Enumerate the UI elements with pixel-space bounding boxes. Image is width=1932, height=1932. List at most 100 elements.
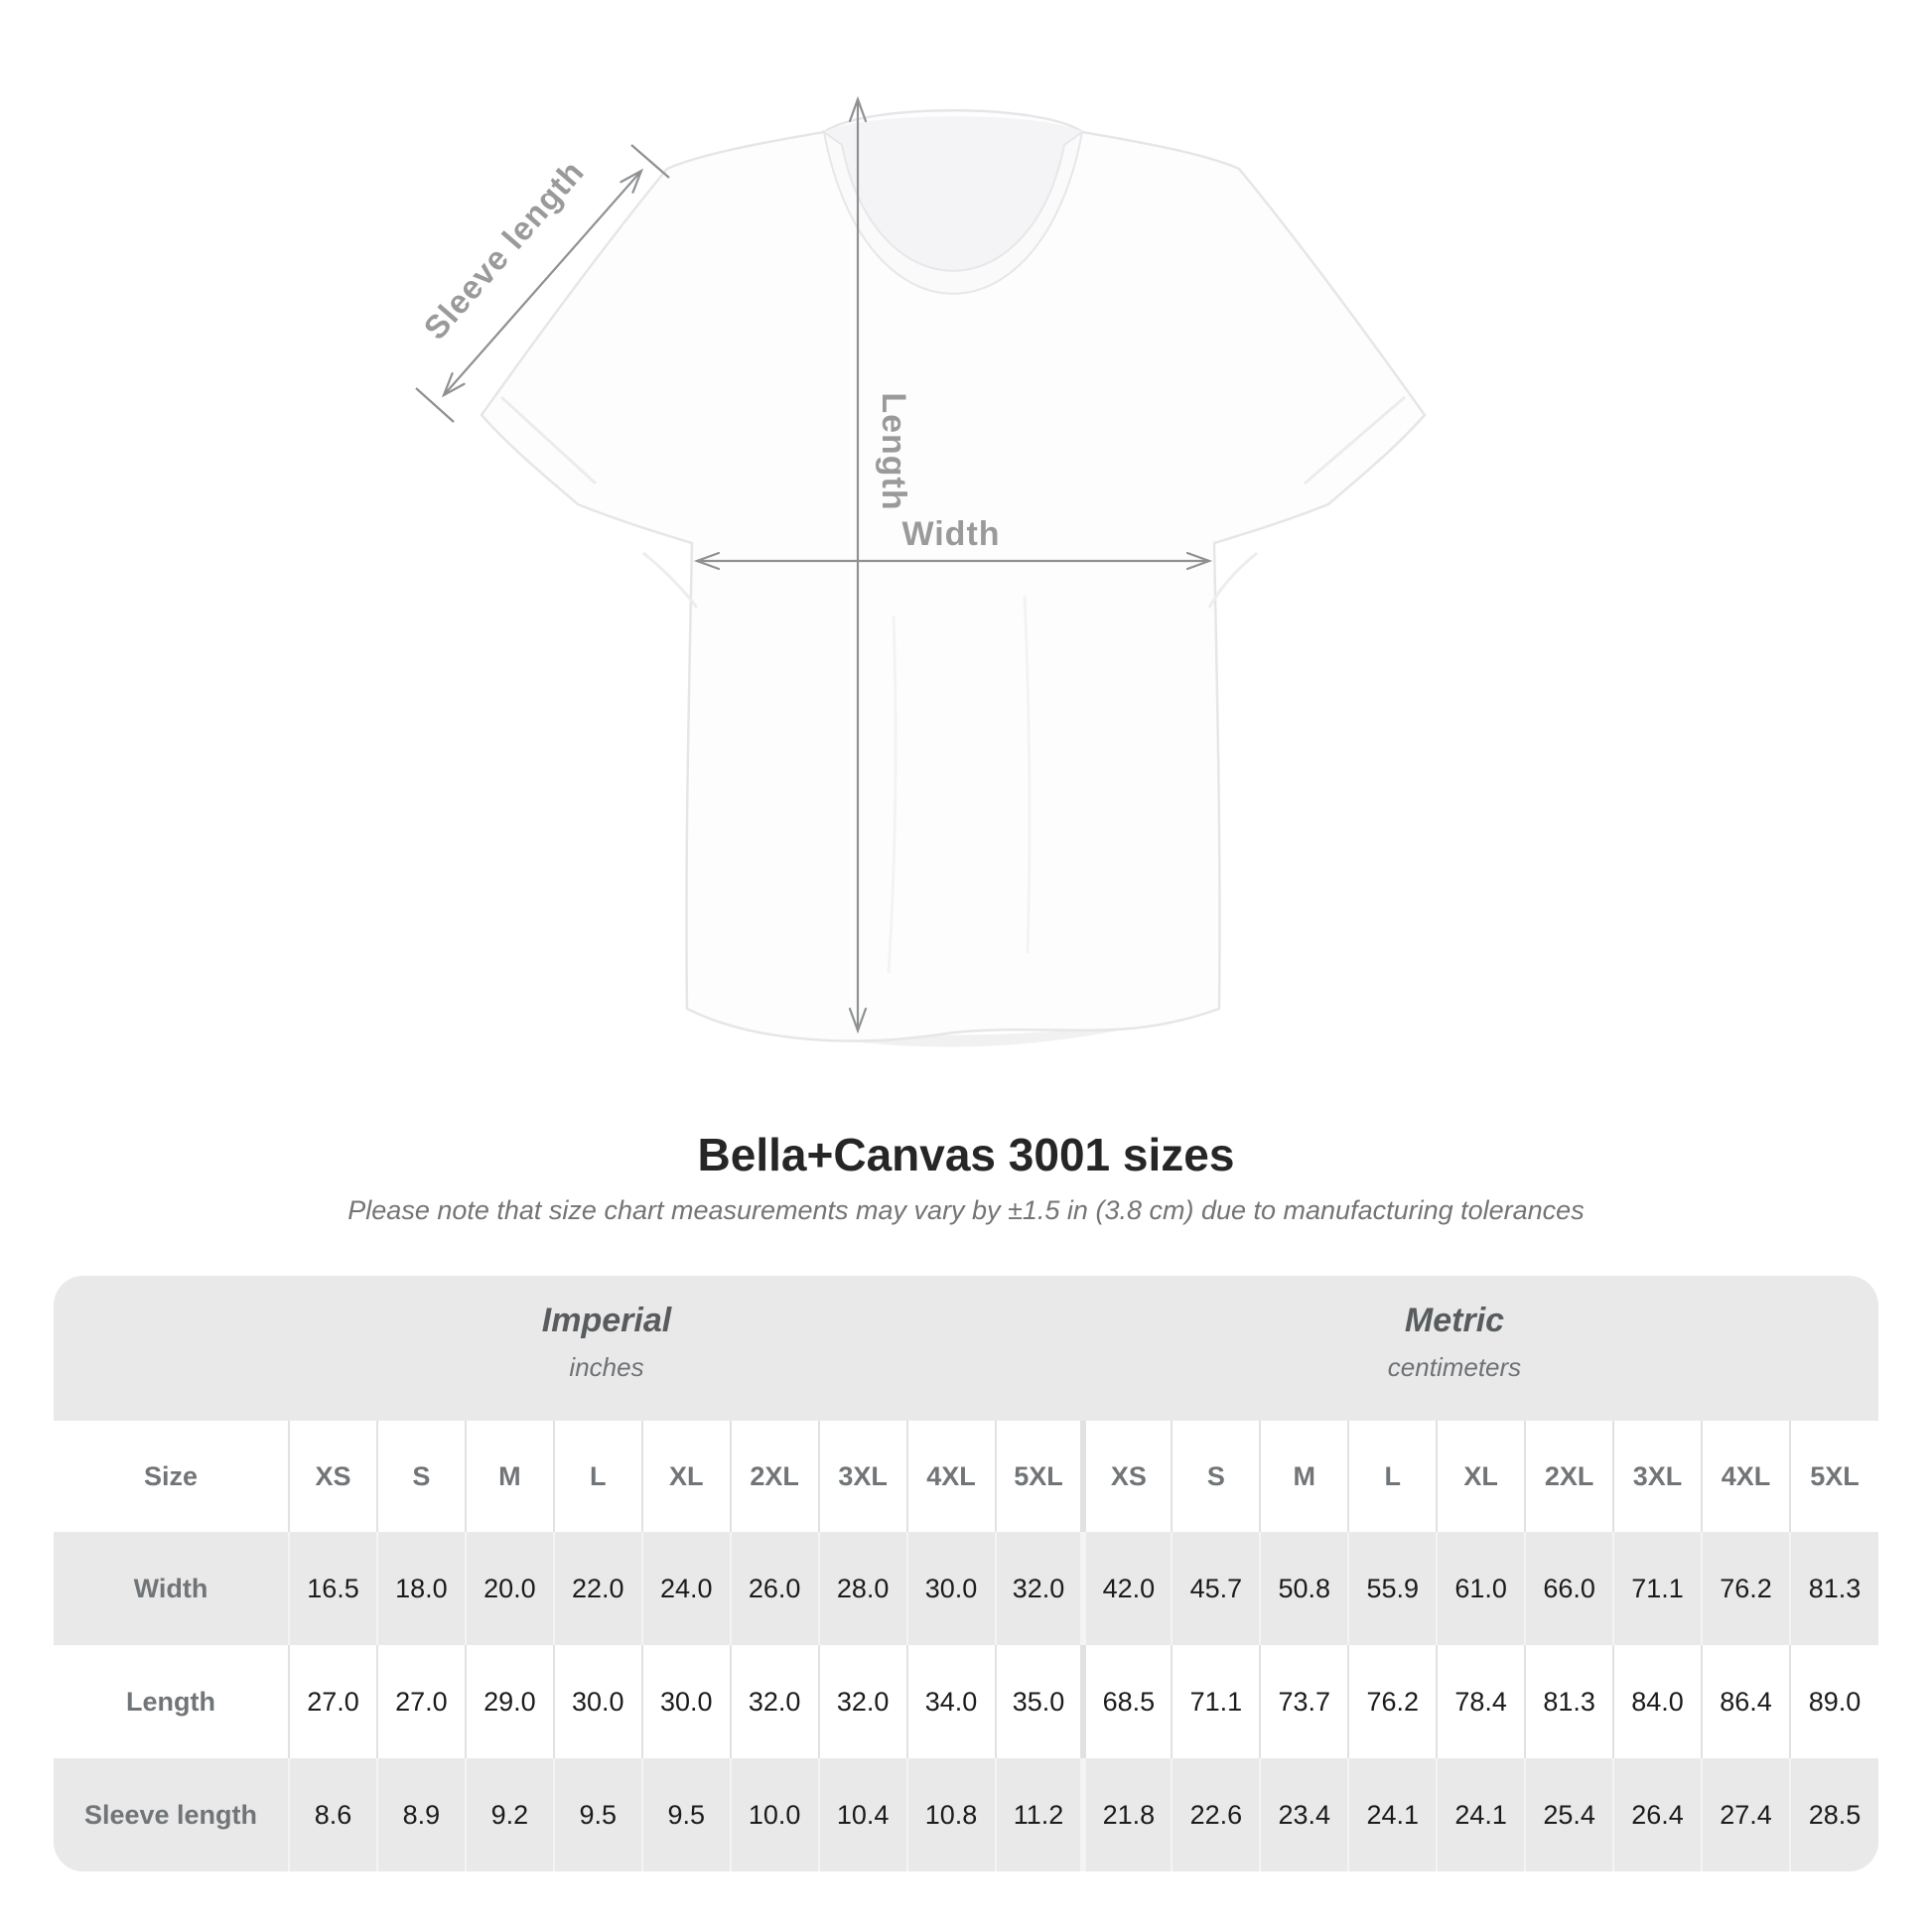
size-value-cell: 26.0 (729, 1532, 819, 1645)
sleeve-length-arrow (415, 144, 670, 423)
size-value-cell: 8.6 (288, 1758, 377, 1871)
size-value-cell: 86.4 (1701, 1645, 1790, 1758)
units-spacer (54, 1276, 183, 1421)
size-value-cell: 22.0 (552, 1532, 642, 1645)
size-value-cell: 9.2 (464, 1758, 554, 1871)
row-label: Width (54, 1532, 289, 1645)
size-value-cell: 9.5 (640, 1758, 731, 1871)
size-value-cell: 32.0 (729, 1645, 819, 1758)
size-value-cell: 30.0 (905, 1532, 996, 1645)
unit-group-imperial: Imperial inches (183, 1276, 1031, 1421)
size-value-cell: 73.7 (1259, 1645, 1349, 1758)
size-row-label: Size (54, 1421, 289, 1532)
size-value-cell: 84.0 (1612, 1645, 1702, 1758)
size-col-header: 4XL (1701, 1421, 1790, 1532)
size-col-header: XS (1080, 1421, 1173, 1532)
width-label: Width (901, 515, 1000, 553)
table-row-length: Length 27.0 27.0 29.0 30.0 30.0 32.0 32.… (54, 1645, 1878, 1758)
size-value-cell: 20.0 (464, 1532, 554, 1645)
size-value-cell: 55.9 (1347, 1532, 1438, 1645)
table-row-width: Width 16.5 18.0 20.0 22.0 24.0 26.0 28.0… (54, 1532, 1878, 1645)
size-col-header: 4XL (905, 1421, 996, 1532)
size-value-cell: 27.0 (375, 1645, 466, 1758)
unit-group-sublabel: inches (569, 1352, 644, 1382)
size-value-cell: 24.0 (640, 1532, 731, 1645)
page-subtitle: Please note that size chart measurements… (347, 1195, 1585, 1225)
size-value-cell: 28.5 (1788, 1758, 1878, 1871)
size-value-cell: 35.0 (994, 1645, 1084, 1758)
tshirt-graphic (480, 109, 1427, 1042)
size-col-header: 5XL (994, 1421, 1084, 1532)
size-col-header: 5XL (1788, 1421, 1878, 1532)
unit-group-metric: Metric centimeters (1031, 1276, 1878, 1421)
page-title: Bella+Canvas 3001 sizes (697, 1129, 1235, 1180)
size-value-cell: 25.4 (1524, 1758, 1614, 1871)
unit-group-sublabel: centimeters (1387, 1352, 1522, 1382)
size-col-header: S (1171, 1421, 1261, 1532)
size-col-header: XL (640, 1421, 731, 1532)
size-value-cell: 30.0 (552, 1645, 642, 1758)
size-value-cell: 71.1 (1612, 1532, 1702, 1645)
tshirt-size-diagram: Sleeve length Length Width (415, 95, 1427, 1047)
size-value-cell: 23.4 (1259, 1758, 1349, 1871)
size-value-cell: 76.2 (1701, 1532, 1790, 1645)
size-value-cell: 50.8 (1259, 1532, 1349, 1645)
table-row-sizes: Size XS S M L XL 2XL 3XL 4XL 5XL XS S M … (54, 1421, 1878, 1532)
size-value-cell: 10.8 (905, 1758, 996, 1871)
tshirt-figure: Sleeve length Length Width (415, 95, 1427, 1047)
size-col-header: XL (1436, 1421, 1526, 1532)
size-value-cell: 18.0 (375, 1532, 466, 1645)
size-value-cell: 27.0 (288, 1645, 377, 1758)
size-value-cell: 28.0 (817, 1532, 907, 1645)
size-col-header: S (375, 1421, 466, 1532)
size-value-cell: 26.4 (1612, 1758, 1702, 1871)
row-label: Length (54, 1645, 289, 1758)
size-value-cell: 16.5 (288, 1532, 377, 1645)
size-value-cell: 78.4 (1436, 1645, 1526, 1758)
size-value-cell: 81.3 (1788, 1532, 1878, 1645)
unit-group-label: Metric (1404, 1302, 1505, 1339)
units-header: Imperial inches Metric centimeters (54, 1276, 1878, 1421)
size-table: Size XS S M L XL 2XL 3XL 4XL 5XL XS S M … (54, 1421, 1878, 1871)
size-value-cell: 10.4 (817, 1758, 907, 1871)
size-value-cell: 61.0 (1436, 1532, 1526, 1645)
size-col-header: 3XL (1612, 1421, 1702, 1532)
size-col-header: 3XL (817, 1421, 907, 1532)
size-value-cell: 22.6 (1171, 1758, 1261, 1871)
size-value-cell: 8.9 (375, 1758, 466, 1871)
tshirt-collar (822, 129, 1084, 295)
unit-group-label: Imperial (541, 1302, 672, 1339)
size-value-cell: 9.5 (552, 1758, 642, 1871)
size-col-header: L (552, 1421, 642, 1532)
size-col-header: M (464, 1421, 554, 1532)
size-value-cell: 76.2 (1347, 1645, 1438, 1758)
table-row-sleeve-length: Sleeve length 8.6 8.9 9.2 9.5 9.5 10.0 1… (54, 1758, 1878, 1871)
size-col-header: M (1259, 1421, 1349, 1532)
size-value-cell: 24.1 (1436, 1758, 1526, 1871)
size-value-cell: 71.1 (1171, 1645, 1261, 1758)
size-value-cell: 89.0 (1788, 1645, 1878, 1758)
tshirt-seams (499, 395, 1406, 974)
size-value-cell: 10.0 (729, 1758, 819, 1871)
size-value-cell: 29.0 (464, 1645, 554, 1758)
size-col-header: L (1347, 1421, 1438, 1532)
size-chart: Imperial inches Metric centimeters Size … (54, 1276, 1878, 1871)
size-value-cell: 45.7 (1171, 1532, 1261, 1645)
size-value-cell: 34.0 (905, 1645, 996, 1758)
size-value-cell: 42.0 (1080, 1532, 1173, 1645)
size-col-header: 2XL (1524, 1421, 1614, 1532)
size-value-cell: 11.2 (994, 1758, 1084, 1871)
size-value-cell: 30.0 (640, 1645, 731, 1758)
size-value-cell: 68.5 (1080, 1645, 1173, 1758)
size-value-cell: 32.0 (817, 1645, 907, 1758)
size-value-cell: 24.1 (1347, 1758, 1438, 1871)
length-label: Length (875, 392, 912, 510)
size-value-cell: 32.0 (994, 1532, 1084, 1645)
size-col-header: 2XL (729, 1421, 819, 1532)
size-value-cell: 27.4 (1701, 1758, 1790, 1871)
size-col-header: XS (288, 1421, 377, 1532)
size-value-cell: 81.3 (1524, 1645, 1614, 1758)
size-value-cell: 21.8 (1080, 1758, 1173, 1871)
row-label: Sleeve length (54, 1758, 289, 1871)
size-value-cell: 66.0 (1524, 1532, 1614, 1645)
